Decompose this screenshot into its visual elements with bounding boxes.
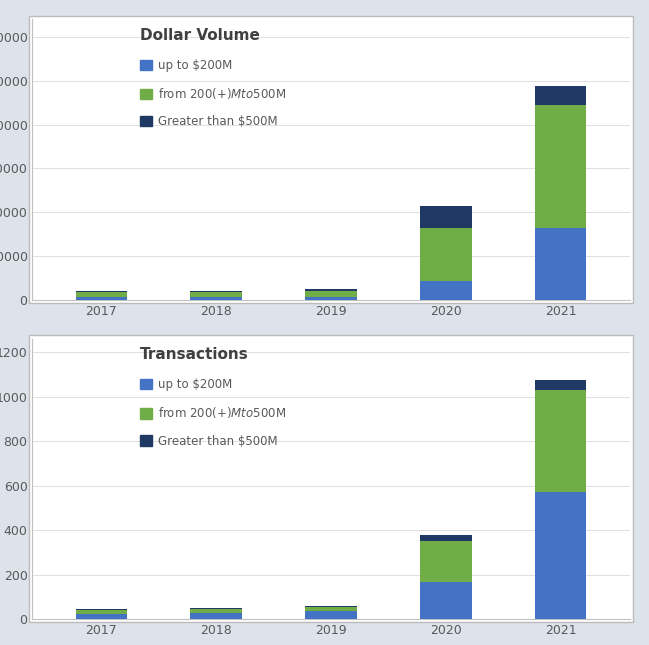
- Bar: [190, 609, 242, 613]
- Bar: [305, 606, 357, 607]
- Bar: [535, 380, 587, 390]
- Bar: [535, 492, 587, 619]
- Bar: [75, 609, 127, 610]
- Text: Dollar Volume: Dollar Volume: [140, 28, 260, 43]
- Bar: [190, 291, 242, 292]
- Bar: [305, 611, 357, 619]
- Bar: [420, 281, 472, 300]
- Text: Transactions: Transactions: [140, 347, 249, 362]
- Bar: [190, 292, 242, 297]
- Bar: [75, 297, 127, 300]
- Bar: [305, 607, 357, 611]
- Bar: [420, 228, 472, 281]
- Bar: [535, 228, 587, 300]
- Bar: [190, 297, 242, 300]
- Bar: [305, 291, 357, 297]
- Legend: up to $200M, from $200(+)M to $500M, Greater than $500M: up to $200M, from $200(+)M to $500M, Gre…: [140, 59, 286, 128]
- Bar: [190, 608, 242, 609]
- Bar: [420, 206, 472, 228]
- Bar: [535, 105, 587, 228]
- Bar: [305, 297, 357, 300]
- Bar: [75, 613, 127, 619]
- Bar: [420, 582, 472, 619]
- Bar: [420, 541, 472, 582]
- Bar: [420, 535, 472, 541]
- Bar: [190, 613, 242, 619]
- Bar: [305, 290, 357, 291]
- Legend: up to $200M, from $200(+)M to $500M, Greater than $500M: up to $200M, from $200(+)M to $500M, Gre…: [140, 378, 286, 448]
- Bar: [75, 610, 127, 613]
- Bar: [535, 390, 587, 492]
- Bar: [75, 291, 127, 292]
- Bar: [535, 86, 587, 105]
- Bar: [75, 292, 127, 297]
